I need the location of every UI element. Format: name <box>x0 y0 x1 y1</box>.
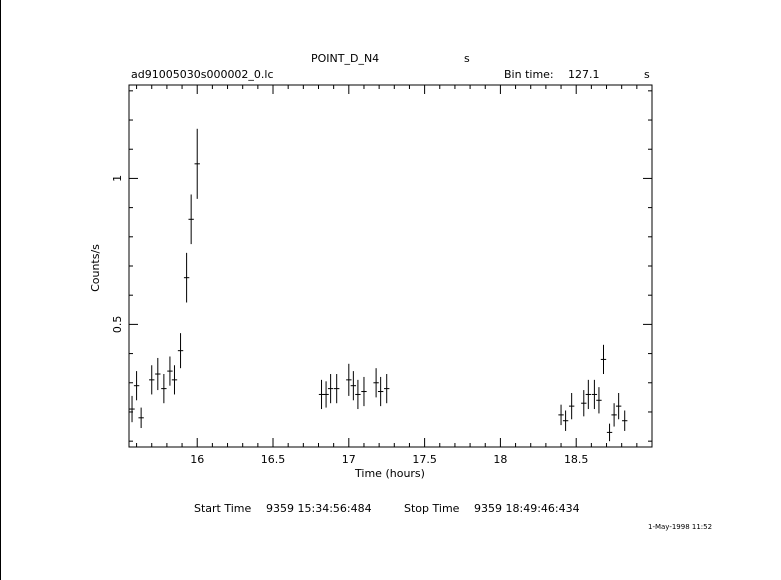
stop-time-value: 9359 18:49:46:434 <box>474 502 580 515</box>
data-point <box>596 387 602 414</box>
data-point <box>327 374 334 404</box>
data-point <box>138 407 144 429</box>
y-axis-label: Counts/s <box>89 244 102 292</box>
data-point <box>171 365 178 395</box>
x-tick-label: 18 <box>493 453 507 466</box>
x-tick-label: 16 <box>190 453 204 466</box>
data-points <box>129 128 628 442</box>
x-tick-label: 18.5 <box>564 453 589 466</box>
data-point <box>177 333 184 369</box>
object-name: POINT_D_N4 <box>311 52 379 65</box>
stop-time-label: Stop Time <box>404 502 460 515</box>
data-point <box>384 374 390 404</box>
y-tick-label: 1 <box>111 175 124 182</box>
start-time-value: 9359 15:34:56:484 <box>266 502 372 515</box>
data-point <box>600 344 607 375</box>
data-point <box>194 128 200 199</box>
data-point <box>591 379 598 410</box>
left-edge-line <box>0 0 1 580</box>
x-tick-label: 17 <box>342 453 356 466</box>
object-unit: s <box>464 52 470 65</box>
data-point <box>167 356 173 386</box>
x-tick-label: 17.5 <box>412 453 437 466</box>
data-point <box>568 392 575 420</box>
plot-frame <box>128 84 653 448</box>
data-point <box>611 403 617 427</box>
data-point <box>334 374 340 404</box>
bin-time-unit: s <box>644 68 650 81</box>
data-point <box>355 379 361 410</box>
data-point <box>161 374 167 404</box>
file-name: ad91005030s000002_0.lc <box>131 68 274 81</box>
data-point <box>615 392 622 420</box>
data-point <box>155 357 161 391</box>
data-point <box>188 194 194 245</box>
data-point <box>183 252 190 303</box>
data-point <box>361 376 367 407</box>
data-point <box>350 371 357 401</box>
data-point <box>606 423 613 442</box>
x-tick-label: 16.5 <box>261 453 286 466</box>
data-point <box>323 381 329 408</box>
date-stamp: 1-May-1998 11:52 <box>648 523 712 531</box>
axis-ticks <box>129 85 653 447</box>
start-time-label: Start Time <box>194 502 252 515</box>
data-point <box>558 404 564 426</box>
data-point <box>129 395 135 423</box>
data-point <box>585 379 592 410</box>
x-axis-label: Time (hours) <box>354 467 425 480</box>
data-point <box>622 410 628 431</box>
data-point <box>377 376 384 407</box>
data-point <box>373 368 379 398</box>
y-tick-label: 0.5 <box>111 316 124 334</box>
data-point <box>346 363 352 396</box>
data-point <box>133 371 140 401</box>
bin-time-value: 127.1 <box>568 68 600 81</box>
bin-time-label: Bin time: <box>504 68 554 81</box>
data-point <box>581 390 587 417</box>
data-point <box>562 410 569 431</box>
data-point <box>318 379 325 410</box>
data-point <box>149 365 155 395</box>
